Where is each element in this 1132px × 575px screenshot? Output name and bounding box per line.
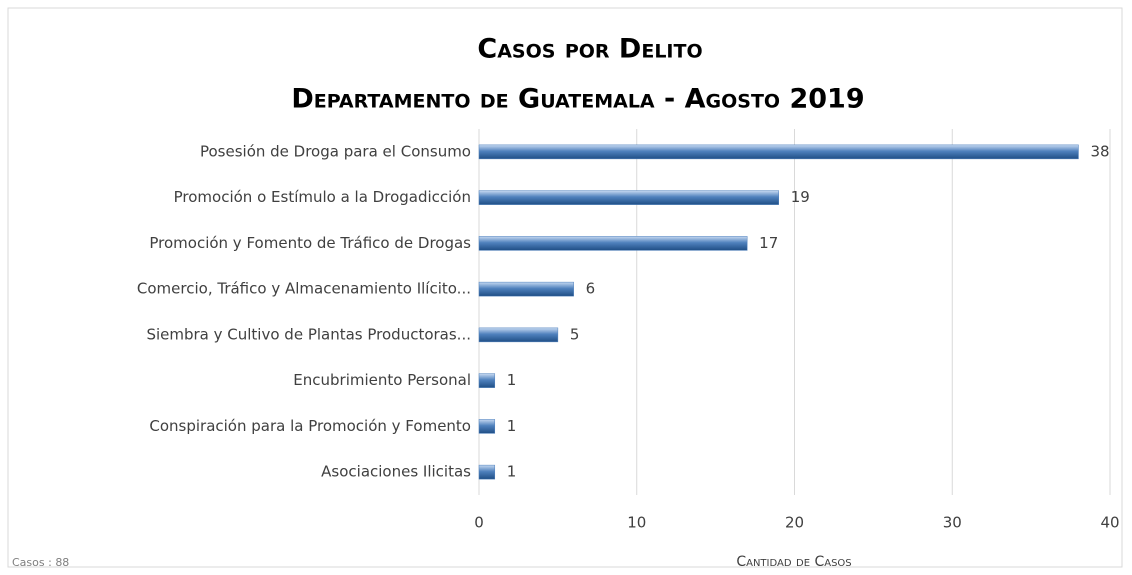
bar bbox=[478, 327, 559, 343]
y-tick-label: Conspiración para la Promoción y Fomento bbox=[149, 417, 471, 435]
data-label: 5 bbox=[570, 325, 580, 343]
data-label: 19 bbox=[791, 188, 810, 206]
bar bbox=[478, 236, 748, 251]
bar bbox=[478, 419, 496, 434]
y-tick-label: Posesión de Droga para el Consumo bbox=[200, 142, 471, 160]
x-tick-label: 30 bbox=[943, 514, 962, 532]
data-label: 38 bbox=[1090, 142, 1109, 160]
x-tick-label: 10 bbox=[627, 514, 646, 532]
bar bbox=[478, 464, 496, 480]
y-tick-label: Encubrimiento Personal bbox=[293, 371, 471, 389]
y-tick-label: Promoción o Estímulo a la Drogadicción bbox=[174, 188, 471, 206]
bar bbox=[478, 373, 496, 388]
x-tick-label: 20 bbox=[785, 514, 804, 532]
data-label: 17 bbox=[759, 234, 778, 252]
data-label: 1 bbox=[507, 417, 517, 435]
bar bbox=[478, 144, 1079, 160]
x-axis-label: Cantidad de Casos bbox=[736, 554, 851, 570]
y-tick-label: Siembra y Cultivo de Plantas Productoras… bbox=[146, 325, 471, 343]
x-tick-label: 0 bbox=[474, 514, 484, 532]
bar bbox=[478, 190, 779, 205]
y-tick-label: Comercio, Tráfico y Almacenamiento Ilíci… bbox=[137, 280, 471, 298]
y-tick-label: Asociaciones Ilicitas bbox=[321, 463, 471, 481]
data-label: 1 bbox=[507, 463, 517, 481]
chart-subtitle: Departamento de Guatemala - Agosto 2019 bbox=[291, 84, 864, 115]
x-tick-label: 40 bbox=[1100, 514, 1119, 532]
annotation: Casos : 88 bbox=[12, 556, 69, 569]
bar bbox=[478, 281, 574, 297]
data-label: 1 bbox=[507, 371, 517, 389]
y-tick-label: Promoción y Fomento de Tráfico de Drogas bbox=[149, 234, 471, 252]
data-label: 6 bbox=[586, 280, 596, 298]
chart-title: Casos por Delito bbox=[477, 34, 702, 65]
